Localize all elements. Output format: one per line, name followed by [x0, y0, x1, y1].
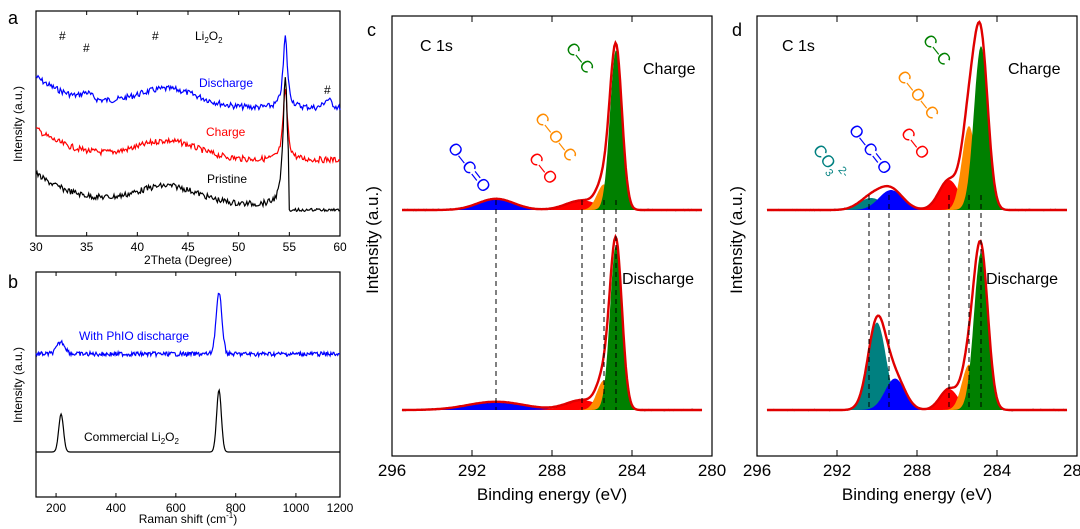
panel-d-top-label: Charge	[1008, 61, 1061, 78]
d-label-cc: C–C	[919, 31, 955, 70]
d-discharge-envelope	[767, 239, 1067, 412]
discharge-curve	[35, 35, 341, 112]
xtick-label: 280	[698, 461, 726, 480]
panel-c-spectrum: C 1s	[420, 38, 453, 55]
series-label-discharge: Discharge	[199, 76, 253, 90]
panel-b-xlabel: Raman shift (cm-1)	[139, 511, 237, 526]
panel-b-label: b	[8, 272, 18, 292]
xtick-label: 296	[743, 461, 771, 480]
panel-b-xlabel-main: Raman shift (cm	[139, 512, 226, 526]
panel-a-ylabel: Intensity (a.u.)	[11, 86, 25, 162]
d-discharge-raw	[766, 240, 1068, 412]
xtick-label: 50	[232, 240, 246, 254]
panel-b-frame	[35, 271, 341, 498]
xtick-label: 292	[823, 461, 851, 480]
commercial-curve	[36, 388, 340, 453]
c-discharge-component	[402, 380, 702, 410]
xtick-label: 296	[378, 461, 406, 480]
xtick-label: 800	[226, 501, 246, 515]
pristine-curve	[35, 77, 341, 213]
series-label-commercial: Commercial Li2O2	[84, 430, 179, 446]
panel-b-xlabel-sup: -1	[226, 511, 234, 520]
panel-c-label: c	[367, 20, 376, 40]
panel-d-plot	[766, 20, 1068, 412]
panel-c-bottom-label: Discharge	[622, 271, 694, 288]
panel-a-curves	[35, 35, 341, 213]
xtick-label: 45	[181, 240, 195, 254]
xtick-label: 1000	[283, 501, 310, 515]
c-label-cc: C–C	[562, 39, 598, 78]
xtick-label: 292	[458, 461, 486, 480]
xtick-label: 284	[983, 461, 1011, 480]
panel-b-xticks: 200 400 600 800 1000 1200	[46, 272, 354, 515]
xtick-label: 600	[166, 501, 186, 515]
c-label-co: C–O	[525, 149, 562, 188]
panel-d-spectrum: C 1s	[782, 38, 815, 55]
xtick-label: 35	[80, 240, 94, 254]
xtick-label: 200	[46, 501, 66, 515]
panel-c-xlabel: Binding energy (eV)	[477, 485, 627, 504]
li2o2-label-a: Li2O2	[195, 29, 223, 45]
series-label-charge: Charge	[206, 125, 246, 139]
phio-curve	[35, 292, 341, 359]
hash-marker-2: #	[83, 41, 90, 55]
hash-marker-4: #	[324, 83, 331, 97]
panel-a-frame	[35, 10, 341, 237]
series-label-phio: With PhIO discharge	[79, 329, 189, 343]
xtick-label: 1200	[327, 501, 354, 515]
panel-c-ylabel: Intensity (a.u.)	[363, 186, 382, 294]
panel-d-xticks: 296 292 288 284 280	[743, 16, 1080, 480]
d-label-co: C–O	[897, 124, 934, 163]
xtick-label: 55	[283, 240, 297, 254]
panel-b-ylabel: Intensity (a.u.)	[11, 347, 25, 423]
c-charge-envelope	[402, 39, 702, 212]
xtick-label: 288	[903, 461, 931, 480]
d-label-co3: CO32-	[806, 140, 851, 188]
panel-d-xlabel: Binding energy (eV)	[842, 485, 992, 504]
hash-marker-1: #	[59, 29, 66, 43]
d-label-oco: O–C=O	[845, 121, 896, 178]
c-discharge-raw	[401, 234, 703, 412]
panel-b-curves	[35, 292, 341, 453]
panel-d-label: d	[732, 20, 742, 40]
panel-c-frame	[391, 15, 713, 457]
panel-b-xlabel-end: )	[233, 512, 237, 526]
panel-a-xlabel: 2Theta (Degree)	[144, 253, 232, 267]
hash-marker-3: #	[152, 29, 159, 43]
xtick-label: 30	[29, 240, 43, 254]
xtick-label: 400	[106, 501, 126, 515]
c-charge-component	[402, 184, 702, 210]
panel-a-xticks: 30 35 40 45 50 55 60	[29, 11, 347, 254]
charge-curve	[35, 88, 341, 165]
panel-a-label: a	[8, 8, 19, 28]
c-label-oco: O–C=O	[444, 139, 495, 196]
panel-d-bottom-label: Discharge	[986, 271, 1058, 288]
c-discharge-envelope	[402, 233, 702, 412]
d-discharge-component	[767, 378, 1067, 410]
d-charge-envelope	[767, 20, 1067, 212]
xtick-label: 40	[131, 240, 145, 254]
panel-c-plot	[401, 39, 703, 412]
xtick-label: 288	[538, 461, 566, 480]
panel-c-xticks: 296 292 288 284 280	[378, 16, 726, 480]
xtick-label: 284	[618, 461, 646, 480]
xtick-label: 280	[1063, 461, 1080, 480]
panel-c-top-label: Charge	[643, 61, 696, 78]
panel-d-ylabel: Intensity (a.u.)	[727, 186, 746, 294]
xtick-label: 60	[333, 240, 347, 254]
d-discharge-component	[767, 364, 1067, 410]
d-charge-component	[767, 180, 1067, 210]
d-label-coc: C–O–C	[893, 67, 943, 123]
d-discharge-component	[767, 322, 1067, 410]
c-charge-component	[402, 198, 702, 210]
series-label-pristine: Pristine	[207, 172, 247, 186]
